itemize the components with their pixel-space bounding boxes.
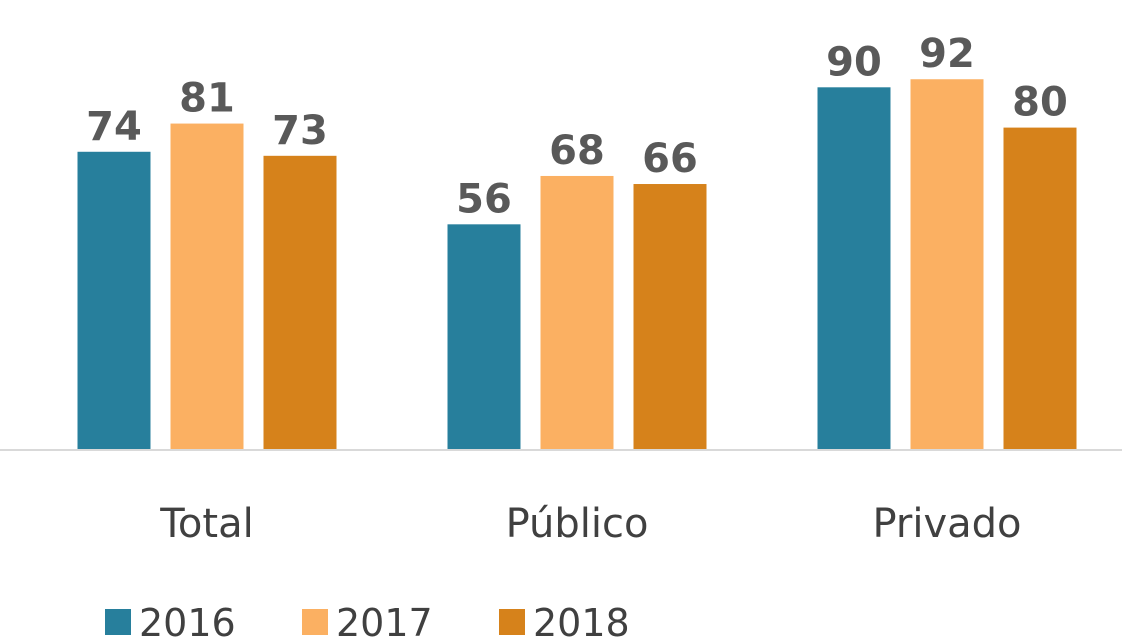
legend-swatch xyxy=(302,609,328,635)
bar xyxy=(77,151,151,450)
x-tick-label: Privado xyxy=(872,501,1021,547)
value-label: 66 xyxy=(642,136,698,182)
value-label: 73 xyxy=(272,108,328,154)
bar xyxy=(910,79,984,451)
legend-swatch xyxy=(105,609,131,635)
bar xyxy=(540,175,614,450)
value-label: 74 xyxy=(86,104,142,150)
bar xyxy=(633,184,707,450)
x-tick-label: Total xyxy=(159,501,253,547)
value-label: 90 xyxy=(826,39,882,85)
x-tick-label: Público xyxy=(506,501,649,547)
value-label: 92 xyxy=(919,31,975,77)
legend-label: 2017 xyxy=(336,601,433,640)
legend-label: 2018 xyxy=(533,601,630,640)
bar xyxy=(170,123,244,450)
value-label: 68 xyxy=(549,128,605,174)
value-label: 56 xyxy=(456,176,512,222)
legend-swatch xyxy=(499,609,525,635)
value-label: 81 xyxy=(179,76,235,122)
legend-label: 2016 xyxy=(139,601,236,640)
bar xyxy=(1003,127,1077,450)
value-label: 80 xyxy=(1012,80,1068,126)
bar xyxy=(263,155,337,450)
bar xyxy=(447,224,521,450)
bar xyxy=(817,87,891,451)
